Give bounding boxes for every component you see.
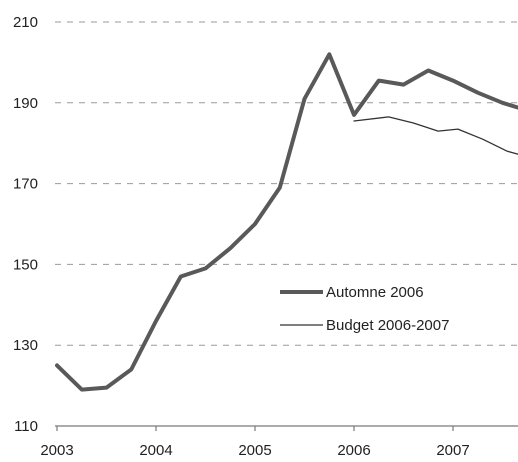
x-axis-tick-labels: 2003 2004 2005 2006 2007 <box>40 442 469 459</box>
y-tick-label-110: 110 <box>14 418 38 435</box>
y-tick-label-150: 150 <box>13 256 38 273</box>
x-tick-label-2007: 2007 <box>436 442 469 459</box>
x-tick-label-2005: 2005 <box>238 442 271 459</box>
x-tick-label-2004: 2004 <box>139 442 172 459</box>
legend-label-automne-2006: Automne 2006 <box>326 284 424 301</box>
legend-label-budget-2006-2007: Budget 2006-2007 <box>326 317 449 334</box>
series-lines <box>55 52 518 392</box>
x-tick-label-2006: 2006 <box>337 442 370 459</box>
series-line-automne-2006 <box>55 52 518 392</box>
legend: Automne 2006 Budget 2006-2007 <box>280 284 449 334</box>
x-tick-label-2003: 2003 <box>40 442 73 459</box>
y-tick-label-190: 190 <box>13 95 38 112</box>
y-tick-label-210: 210 <box>13 14 38 31</box>
y-tick-label-170: 170 <box>13 176 38 193</box>
y-axis-tick-labels: 110 130 150 170 190 210 <box>13 14 38 435</box>
y-tick-label-130: 130 <box>13 337 38 354</box>
gridlines <box>55 21 518 346</box>
series-line-budget-2006-2007 <box>353 116 518 155</box>
x-axis <box>55 425 518 431</box>
